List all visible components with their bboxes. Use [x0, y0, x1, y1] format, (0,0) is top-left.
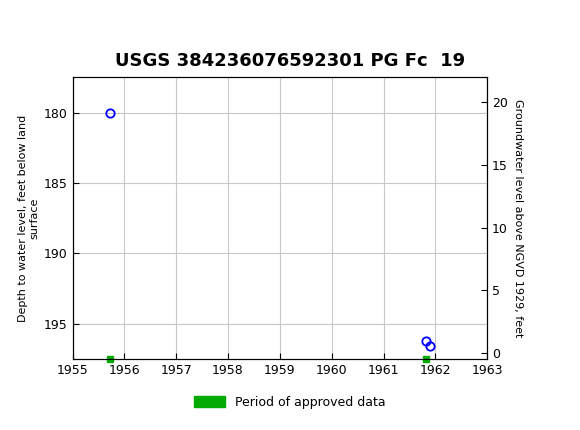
Y-axis label: Groundwater level above NGVD 1929, feet: Groundwater level above NGVD 1929, feet [513, 99, 524, 338]
Text: USGS 384236076592301 PG Fc  19: USGS 384236076592301 PG Fc 19 [115, 52, 465, 70]
Text: USGS: USGS [32, 12, 96, 33]
Y-axis label: Depth to water level, feet below land
surface: Depth to water level, feet below land su… [18, 115, 39, 322]
Text: ≋: ≋ [3, 9, 26, 37]
Legend: Period of approved data: Period of approved data [189, 390, 391, 414]
